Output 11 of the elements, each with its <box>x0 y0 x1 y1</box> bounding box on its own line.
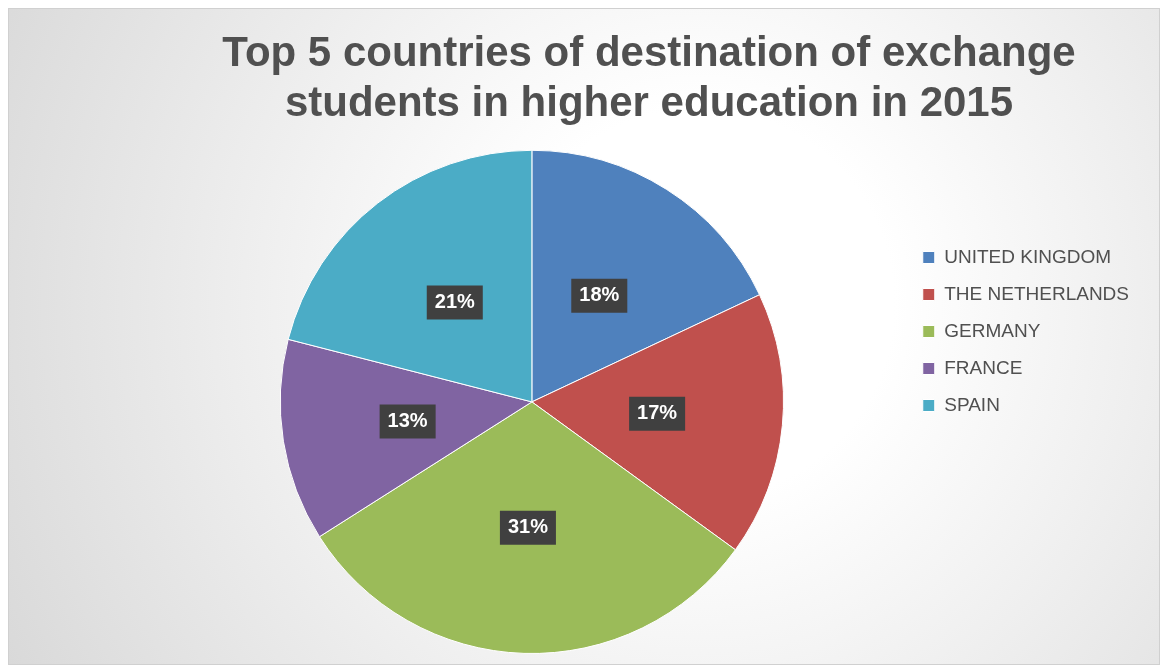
data-label: 31% <box>507 515 549 538</box>
legend-label: FRANCE <box>944 356 1023 378</box>
data-label: 18% <box>579 283 620 306</box>
chart-title: Top 5 countries of destination of exchange students in higher education in 2015 <box>222 27 1076 126</box>
data-label: 17% <box>637 401 678 424</box>
legend-label: UNITED KINGDOM <box>944 245 1112 267</box>
legend-label: GERMANY <box>944 319 1041 341</box>
data-label: 13% <box>387 409 428 432</box>
legend-label: THE NETHERLANDS <box>944 282 1129 304</box>
data-label: 21% <box>434 290 475 313</box>
legend-label: SPAIN <box>944 393 1000 415</box>
